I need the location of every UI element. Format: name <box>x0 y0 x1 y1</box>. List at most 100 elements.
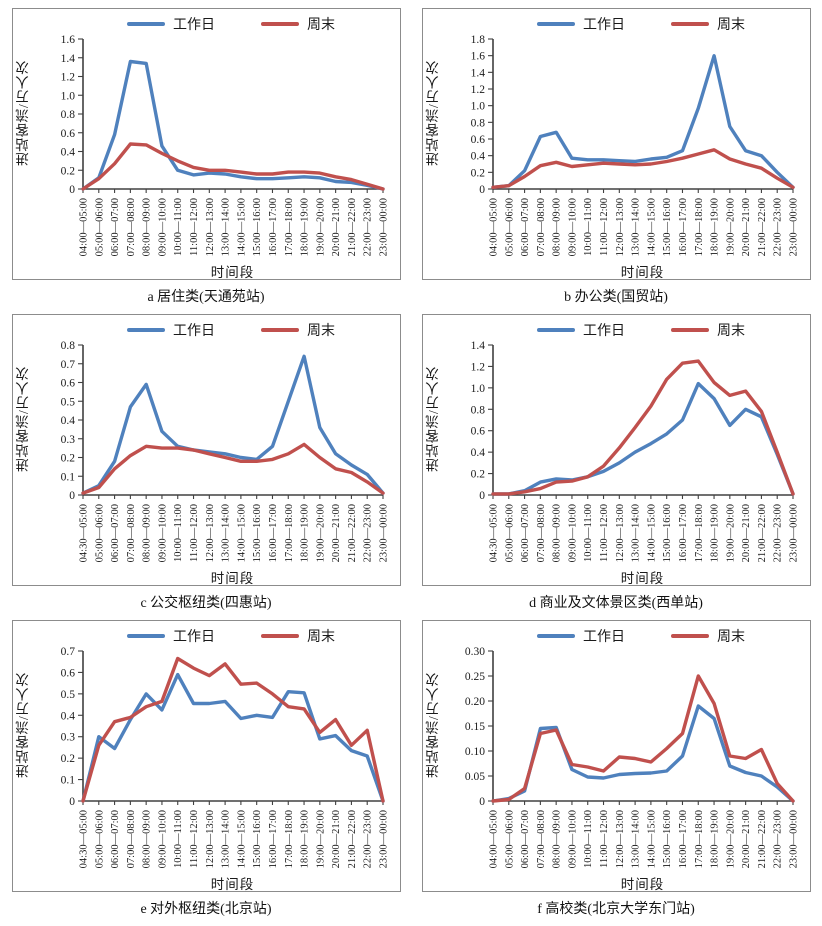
legend: 工作日 周末 <box>479 14 804 34</box>
x-tick-label: 07:00—08:00 <box>535 810 546 868</box>
x-tick-label: 15:00—16:00 <box>662 198 673 256</box>
legend-item-weekday: 工作日 <box>537 14 625 34</box>
x-tick-label: 09:00—10:00 <box>157 198 168 256</box>
y-tick-label: 1.4 <box>470 67 485 79</box>
y-tick-label: 1.6 <box>470 51 485 63</box>
x-tick-label: 08:00—09:00 <box>551 810 562 868</box>
x-tick-label: 09:00—10:00 <box>567 198 578 256</box>
y-axis-title: 进站客流/万人次 <box>15 59 31 167</box>
legend-item-weekend: 周末 <box>261 626 335 646</box>
weekday-line-swatch <box>537 633 575 639</box>
x-tick-label: 17:00—18:00 <box>693 198 704 256</box>
chart-panel-f: 工作日 周末 进站客流/万人次 0 0.05 0.10 0.15 0.20 0.25 0.3… <box>418 620 814 922</box>
x-tick-label: 14:00—15:00 <box>236 810 247 868</box>
legend-item-weekend: 周末 <box>671 626 745 646</box>
x-tick-label: 22:00—23:00 <box>772 810 783 868</box>
x-axis-title: 时间段 <box>620 571 665 586</box>
y-tick-label: 0.15 <box>464 721 484 733</box>
y-tick-label: 0.6 <box>470 134 485 146</box>
y-tick-label: 1.4 <box>60 53 75 65</box>
x-axis-title: 时间段 <box>620 877 665 892</box>
legend-item-weekend: 周末 <box>261 320 335 340</box>
y-tick-label: 0.05 <box>464 771 484 783</box>
x-tick-label: 05:00—06:00 <box>94 198 105 256</box>
x-tick-label: 10:00—11:00 <box>583 504 594 562</box>
x-tick-label: 05:00—06:00 <box>504 198 515 256</box>
plot-svg: 0 0.05 0.10 0.15 0.20 0.25 0.30 04:00—05:00 05:0… <box>464 646 799 868</box>
y-tick-label: 0.4 <box>60 710 75 722</box>
y-tick-label: 0.6 <box>470 426 485 438</box>
weekday-series-line <box>490 381 795 496</box>
x-tick-label: 04:30—05:00 <box>78 504 89 562</box>
y-tick-label: 1.8 <box>470 34 485 46</box>
x-tick-label: 20:00—21:00 <box>331 504 342 562</box>
y-tick-label: 0.30 <box>464 646 484 658</box>
x-tick-label: 09:00—10:00 <box>567 810 578 868</box>
x-tick-label: 08:00—09:00 <box>551 504 562 562</box>
x-tick-label: 10:00—11:00 <box>583 198 594 256</box>
x-tick-label: 16:00—17:00 <box>267 504 278 562</box>
weekend-line-swatch <box>671 327 709 333</box>
x-axis-title: 时间段 <box>210 265 255 280</box>
y-tick-label: 1.0 <box>60 90 75 102</box>
weekend-series-line <box>80 142 385 191</box>
x-tick-label: 07:00—08:00 <box>125 810 136 868</box>
x-tick-label: 14:00—15:00 <box>236 198 247 256</box>
x-tick-label: 16:00—17:00 <box>677 810 688 868</box>
x-tick-label: 21:00—22:00 <box>756 198 767 256</box>
plot-svg: 0 0.2 0.4 0.6 0.8 1.0 1.2 1.4 1.6 1.8 04:00—05:00 0… <box>470 34 799 256</box>
x-tick-label: 09:00—10:00 <box>157 504 168 562</box>
chart-caption: b 办公类(国贸站) <box>564 290 668 305</box>
x-tick-label: 18:00—19:00 <box>299 810 310 868</box>
y-tick-label: 0.8 <box>470 404 485 416</box>
x-tick-label: 20:00—21:00 <box>741 198 752 256</box>
x-tick-label: 14:00—15:00 <box>646 198 657 256</box>
y-tick-label: 0 <box>479 490 485 502</box>
y-tick-label: 0.3 <box>60 732 75 744</box>
x-tick-label: 22:00—23:00 <box>362 810 373 868</box>
x-tick-label: 07:00—08:00 <box>535 504 546 562</box>
y-tick-label: 0 <box>69 796 75 808</box>
legend-item-weekday: 工作日 <box>127 320 215 340</box>
y-tick-label: 0.2 <box>470 167 485 179</box>
y-tick-label: 1.0 <box>470 101 485 113</box>
legend-item-weekday: 工作日 <box>537 320 625 340</box>
x-tick-label: 07:00—08:00 <box>125 198 136 256</box>
y-tick-label: 0.2 <box>60 453 75 465</box>
x-tick-label: 17:00—18:00 <box>693 810 704 868</box>
x-tick-label: 09:00—10:00 <box>157 810 168 868</box>
y-tick-label: 1.2 <box>60 72 75 84</box>
chart-panel-a: 工作日 周末 进站客流/万人次 0 0.2 0.4 0.6 0.8 1.0 1.2 1.4 1.… <box>8 8 404 310</box>
legend-label-weekend: 周末 <box>717 630 745 645</box>
x-tick-label: 19:00—20:00 <box>725 504 736 562</box>
x-tick-label: 07:00—08:00 <box>125 504 136 562</box>
x-tick-label: 06:00—07:00 <box>520 198 531 256</box>
y-tick-label: 0.8 <box>60 340 75 352</box>
x-tick-label: 14:00—15:00 <box>236 504 247 562</box>
plot-svg: 0 0.2 0.4 0.6 0.8 1.0 1.2 1.4 1.6 04:00—05:00 05:0… <box>60 34 389 256</box>
x-tick-label: 15:00—16:00 <box>252 810 263 868</box>
legend-label-weekend: 周末 <box>307 324 335 339</box>
x-tick-label: 20:00—21:00 <box>741 504 752 562</box>
chart-area: 工作日 周末 进站客流/万人次 0 0.2 0.4 0.6 0.8 1.0 1.2 1.4 1.… <box>421 8 811 280</box>
x-tick-label: 14:00—15:00 <box>646 504 657 562</box>
x-tick-label: 22:00—23:00 <box>362 504 373 562</box>
weekday-series-line <box>490 704 795 803</box>
x-tick-label: 13:00—14:00 <box>630 810 641 868</box>
x-tick-label: 22:00—23:00 <box>362 198 373 256</box>
x-tick-label: 13:00—14:00 <box>630 504 641 562</box>
x-tick-label: 04:00—05:00 <box>488 198 499 256</box>
y-tick-label: 0.7 <box>60 359 75 371</box>
chart-caption: c 公交枢纽类(四惠站) <box>140 596 272 611</box>
y-tick-label: 1.0 <box>470 383 485 395</box>
x-tick-label: 23:00—00:00 <box>788 810 799 868</box>
x-tick-label: 18:00—19:00 <box>299 504 310 562</box>
y-tick-label: 0.10 <box>464 746 484 758</box>
x-tick-label: 05:00—06:00 <box>94 810 105 868</box>
y-tick-label: 0.8 <box>470 117 485 129</box>
x-tick-label: 17:00—18:00 <box>283 504 294 562</box>
x-tick-label: 06:00—07:00 <box>110 810 121 868</box>
chart-panel-b: 工作日 周末 进站客流/万人次 0 0.2 0.4 0.6 0.8 1.0 1.2 1.4 1.… <box>418 8 814 310</box>
x-tick-label: 23:00—00:00 <box>378 198 389 256</box>
y-tick-label: 1.2 <box>470 84 485 96</box>
